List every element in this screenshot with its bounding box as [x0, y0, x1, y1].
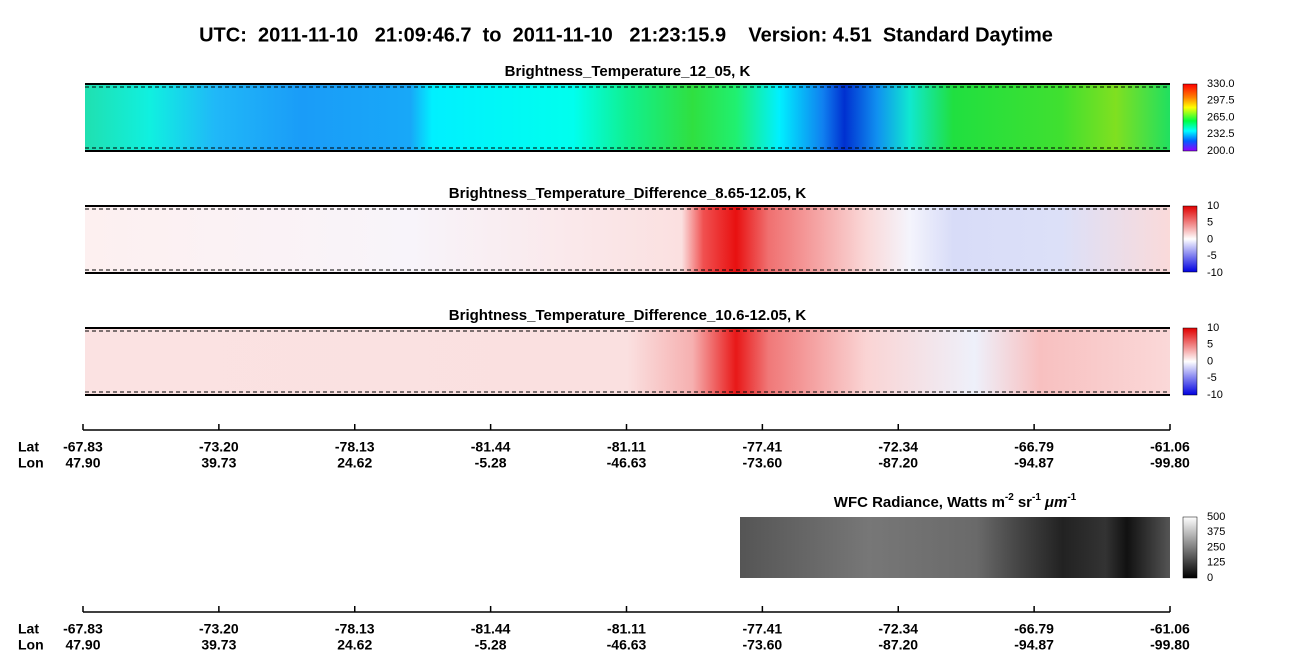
panel-title: Brightness_Temperature_Difference_8.65-1…: [449, 185, 807, 202]
page-title: UTC: 2011-11-10 21:09:46.7 to 2011-11-10…: [199, 24, 1053, 46]
colorbar-label: -10: [1207, 267, 1223, 279]
colorbar: [1182, 83, 1198, 152]
colorbar-label: -5: [1207, 372, 1217, 384]
lat-value: -81.11: [607, 621, 646, 637]
colorbar-label: 265.0: [1207, 111, 1235, 123]
title-sup: -1: [1067, 492, 1076, 503]
colorbar-label: 125: [1207, 557, 1225, 569]
btd-image: [85, 206, 1170, 272]
colorbar-label: 0: [1207, 355, 1213, 367]
lon-value: -99.80: [1150, 637, 1190, 653]
lat-value: -66.79: [1014, 439, 1054, 455]
bt-image: [85, 84, 1170, 151]
colorbar-label: 375: [1207, 526, 1225, 538]
lat-value: -72.34: [878, 621, 918, 637]
lat-value: -61.06: [1150, 621, 1190, 637]
colorbar-label: 330.0: [1207, 78, 1235, 90]
lon-value: 39.73: [201, 455, 236, 471]
lon-value: -87.20: [878, 455, 918, 471]
colorbar-label: 5: [1207, 217, 1213, 229]
wfc-image: [740, 517, 1170, 578]
lon-value: -46.63: [607, 637, 647, 653]
lon-value: 47.90: [65, 455, 100, 471]
panel-title: Brightness_Temperature_12_05, K: [505, 63, 751, 80]
lon-value: -73.60: [743, 637, 783, 653]
lon-value: -73.60: [743, 455, 783, 471]
lon-value: -87.20: [878, 637, 918, 653]
colorbar-label: 500: [1207, 511, 1225, 523]
colorbar-label: -10: [1207, 389, 1223, 401]
title-part: μm: [1044, 494, 1067, 511]
lat-value: -77.41: [743, 439, 783, 455]
colorbar-label: 250: [1207, 541, 1225, 553]
lon-value: 24.62: [337, 637, 372, 653]
colorbar: [1182, 205, 1198, 273]
lat-value: -73.20: [199, 621, 239, 637]
colorbar-label: 5: [1207, 339, 1213, 351]
colorbar-label: 10: [1207, 322, 1219, 334]
lat-value: -81.44: [471, 439, 511, 455]
lon-value: 24.62: [337, 455, 372, 471]
lat-label: Lat: [18, 439, 39, 455]
title-part: WFC Radiance, Watts m: [834, 494, 1005, 511]
colorbar-label: 200.0: [1207, 145, 1235, 157]
lat-value: -61.06: [1150, 439, 1190, 455]
lon-value: 47.90: [65, 637, 100, 653]
lat-value: -81.11: [607, 439, 646, 455]
lon-label: Lon: [18, 637, 44, 653]
lat-value: -66.79: [1014, 621, 1054, 637]
colorbar-label: 10: [1207, 200, 1219, 212]
panel-title: Brightness_Temperature_Difference_10.6-1…: [449, 307, 807, 324]
wfc-title: WFC Radiance, Watts m-2 sr-1 μm-1: [834, 492, 1077, 511]
lon-value: -5.28: [475, 637, 507, 653]
title-sup: -1: [1032, 492, 1041, 503]
colorbar-label: 297.5: [1207, 95, 1235, 107]
lon-value: -99.80: [1150, 455, 1190, 471]
colorbar-label: 232.5: [1207, 128, 1235, 140]
colorbar-label: 0: [1207, 572, 1213, 584]
lat-value: -73.20: [199, 439, 239, 455]
lon-value: -94.87: [1014, 637, 1054, 653]
colorbar-label: 0: [1207, 233, 1213, 245]
lat-value: -78.13: [335, 621, 375, 637]
title-part: sr: [1018, 494, 1032, 511]
lat-value: -78.13: [335, 439, 375, 455]
lon-label: Lon: [18, 455, 44, 471]
lat-value: -67.83: [63, 439, 103, 455]
lat-value: -67.83: [63, 621, 103, 637]
lat-value: -72.34: [878, 439, 918, 455]
lat-value: -77.41: [743, 621, 783, 637]
lon-value: 39.73: [201, 637, 236, 653]
lon-value: -46.63: [607, 455, 647, 471]
lat-label: Lat: [18, 621, 39, 637]
colorbar: [1182, 327, 1198, 396]
lon-value: -94.87: [1014, 455, 1054, 471]
colorbar: [1182, 516, 1198, 579]
btd-image: [85, 328, 1170, 395]
colorbar-label: -5: [1207, 250, 1217, 262]
title-sup: -2: [1005, 492, 1014, 503]
lon-value: -5.28: [475, 455, 507, 471]
lat-value: -81.44: [471, 621, 511, 637]
